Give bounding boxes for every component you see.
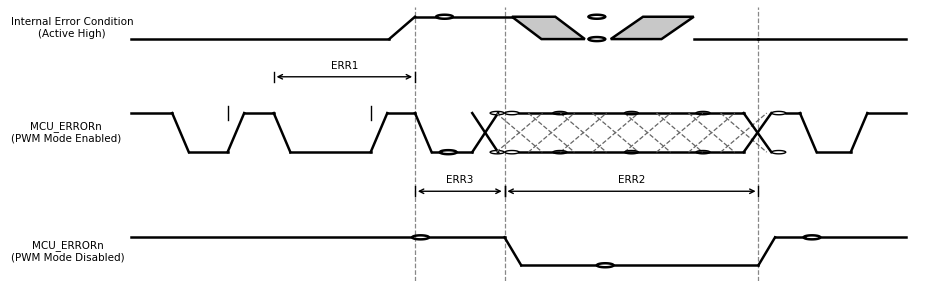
Polygon shape (611, 17, 694, 39)
Text: MCU_ERRORn
(PWM Mode Enabled): MCU_ERRORn (PWM Mode Enabled) (10, 121, 121, 144)
Text: ERR1: ERR1 (331, 61, 358, 70)
Text: Internal Error Condition
(Active High): Internal Error Condition (Active High) (10, 17, 133, 39)
Text: MCU_ERRORn
(PWM Mode Disabled): MCU_ERRORn (PWM Mode Disabled) (10, 240, 124, 263)
Text: ERR3: ERR3 (446, 175, 473, 185)
Text: ERR2: ERR2 (618, 175, 645, 185)
Polygon shape (512, 17, 585, 39)
